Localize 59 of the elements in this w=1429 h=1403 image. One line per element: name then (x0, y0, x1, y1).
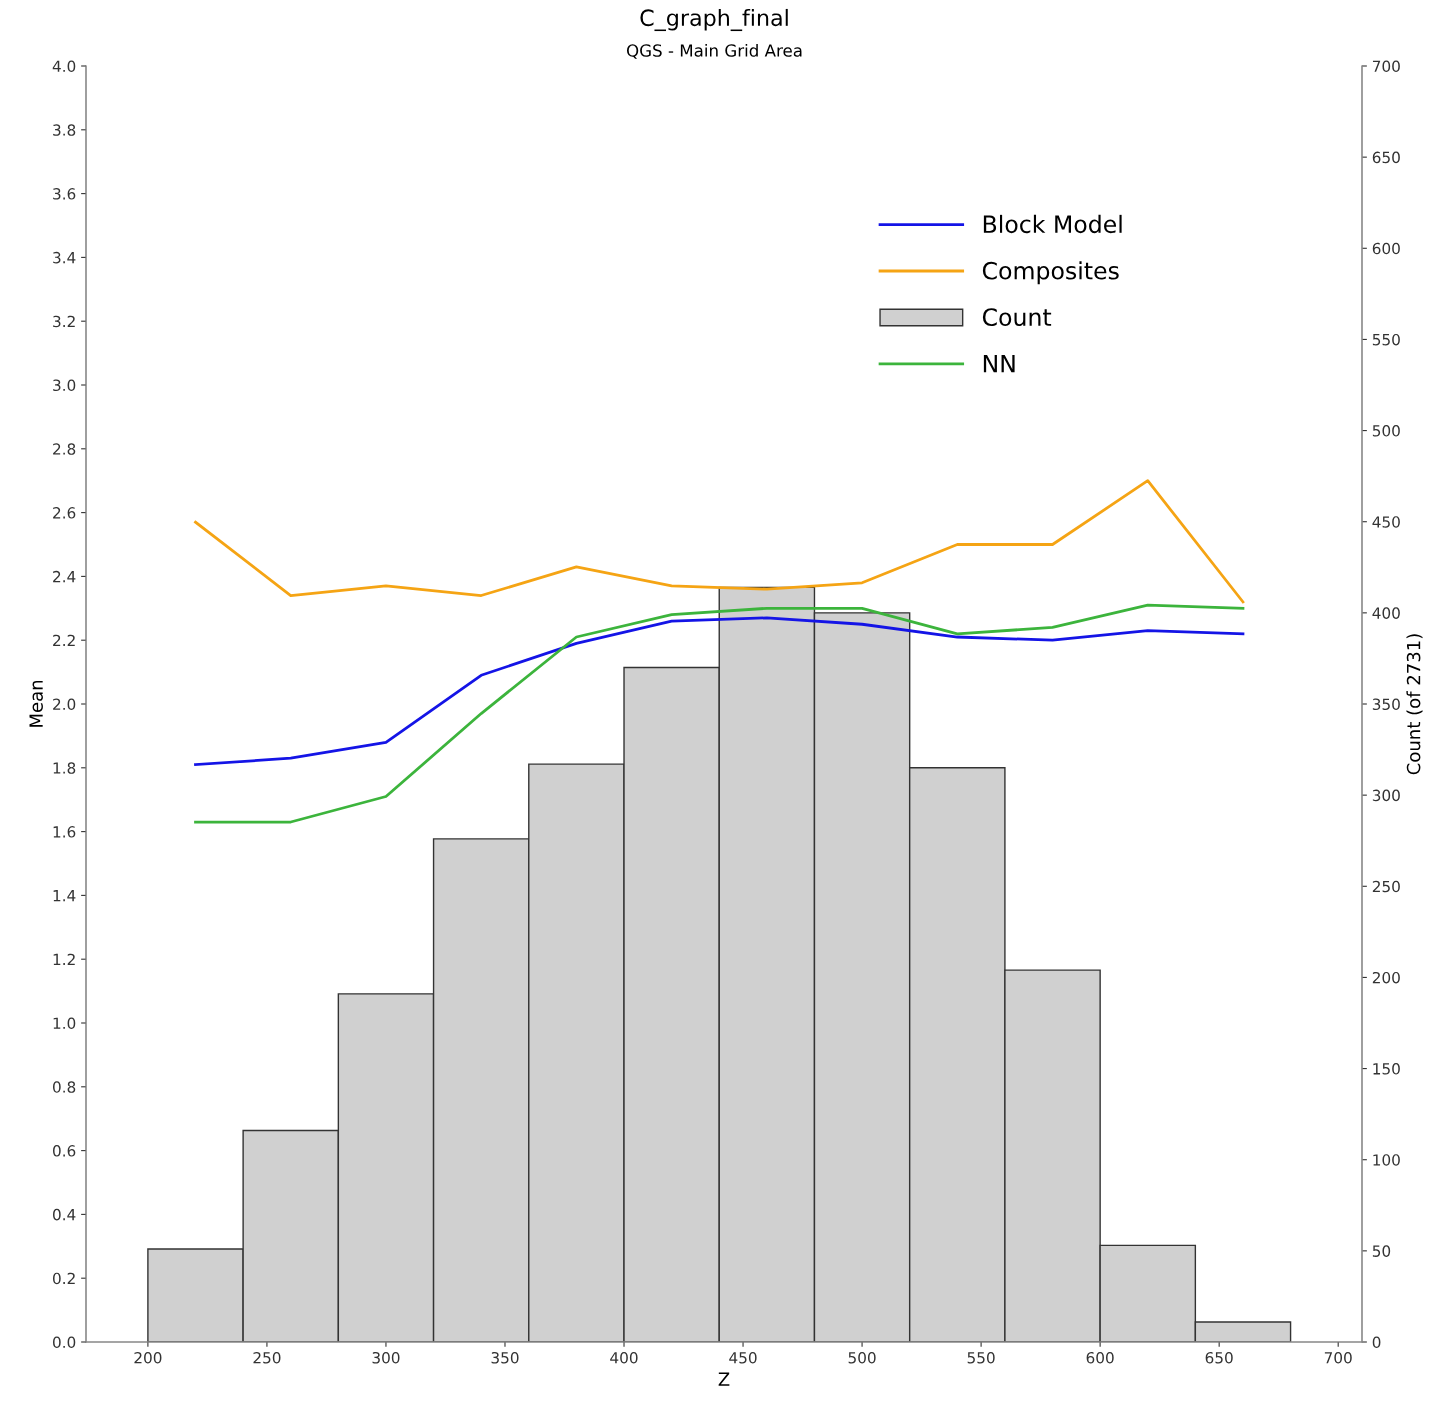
chart-subtitle: QGS - Main Grid Area (626, 43, 802, 59)
y2-tick-label: 0 (1372, 1336, 1381, 1349)
y2-tick-label: 150 (1373, 1063, 1400, 1075)
x-tick-label: 450 (729, 1351, 757, 1364)
y-tick-label: 3.8 (53, 124, 76, 136)
y2-tick-label: 450 (1372, 516, 1400, 528)
y-tick-label: 0.4 (52, 1208, 76, 1221)
line-series (194, 603, 1245, 824)
y-tick-label: 2.0 (53, 698, 76, 711)
chart-title: C_graph_final (640, 8, 788, 32)
y2-tick-label: 550 (1372, 333, 1400, 346)
y-tick-label: 1.6 (53, 826, 76, 838)
x-axis-title: Z (718, 1372, 730, 1386)
x-tick-label: 550 (967, 1351, 995, 1364)
y-tick-label: 2.2 (53, 634, 75, 646)
y-tick-label: 4.0 (52, 60, 76, 73)
y2-tick-label: 100 (1373, 1154, 1400, 1166)
y2-tick-label: 300 (1372, 789, 1400, 802)
x-tick-label: 350 (491, 1351, 519, 1364)
y2-tick-label: 500 (1372, 425, 1400, 437)
x-tick-label: 650 (1205, 1351, 1233, 1364)
y-axis-title: Mean (29, 680, 43, 727)
y-tick-label: 1.8 (53, 762, 76, 774)
y-tick-label: 0.8 (52, 1081, 76, 1093)
y2-tick-label: 650 (1372, 151, 1400, 164)
x-tick-label: 300 (372, 1351, 400, 1364)
line-series (194, 479, 1245, 604)
y-tick-label: 3.6 (53, 188, 76, 200)
y2-axis-title: Count (of 2731) (1406, 634, 1423, 775)
legend-label: Block Model (983, 214, 1122, 234)
legend-label: NN (983, 354, 1015, 373)
y-tick-label: 2.6 (53, 507, 76, 519)
y-tick-label: 0.0 (52, 1336, 76, 1349)
y-tick-label: 1.0 (53, 1017, 76, 1030)
x-tick-label: 250 (253, 1351, 281, 1364)
y-tick-label: 0.2 (52, 1272, 75, 1285)
y2-tick-label: 200 (1372, 971, 1400, 984)
legend-label: Composites (982, 261, 1119, 285)
y-tick-label: 2.4 (53, 570, 76, 583)
x-tick-label: 200 (134, 1351, 162, 1364)
x-tick-label: 400 (610, 1351, 638, 1364)
y-tick-label: 2.8 (53, 443, 76, 455)
y-tick-label: 3.4 (53, 251, 76, 264)
y-tick-label: 0.6 (52, 1145, 76, 1157)
y2-tick-label: 600 (1372, 242, 1400, 255)
x-tick-label: 700 (1324, 1351, 1352, 1364)
y2-tick-label: 400 (1372, 607, 1400, 619)
y-tick-label: 3.2 (53, 315, 75, 328)
x-tick-label: 600 (1086, 1351, 1114, 1364)
y2-tick-label: 350 (1372, 698, 1400, 711)
y-tick-label: 1.2 (53, 953, 75, 965)
legend-label: Count (982, 308, 1052, 327)
line-series (194, 616, 1245, 766)
y2-tick-label: 250 (1372, 880, 1400, 893)
y-tick-label: 1.4 (53, 890, 76, 902)
y2-tick-label: 50 (1372, 1245, 1391, 1257)
y-tick-label: 3.0 (53, 379, 76, 392)
y2-tick-label: 700 (1372, 60, 1400, 73)
x-tick-label: 500 (848, 1351, 876, 1364)
